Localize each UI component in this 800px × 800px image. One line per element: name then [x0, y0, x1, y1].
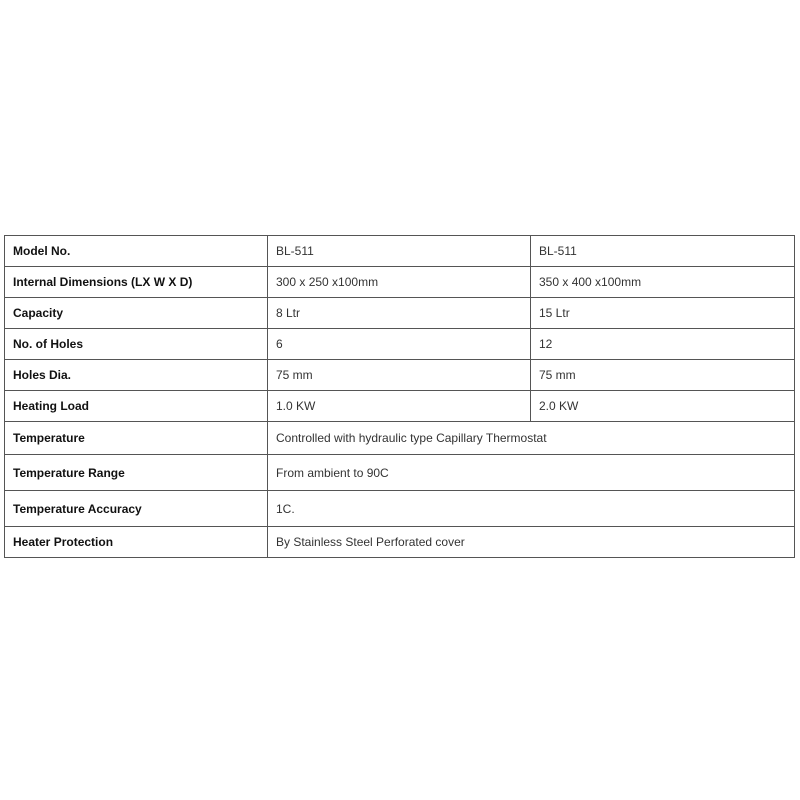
cell-value: 300 x 250 x100mm	[267, 266, 531, 298]
table-row: Capacity 8 Ltr 15 Ltr	[4, 297, 795, 329]
cell-value: 1C.	[267, 490, 795, 527]
row-label: Model No.	[4, 235, 268, 267]
row-label: Temperature	[4, 421, 268, 455]
table-row: Internal Dimensions (LX W X D) 300 x 250 …	[4, 266, 795, 298]
cell-value: 2.0 KW	[530, 390, 795, 422]
table-row: No. of Holes 6 12	[4, 328, 795, 360]
table-row: Temperature Range From ambient to 90C	[4, 454, 795, 491]
cell-value: BL-511	[530, 235, 795, 267]
cell-value: 15 Ltr	[530, 297, 795, 329]
cell-value: 350 x 400 x100mm	[530, 266, 795, 298]
cell-value: 1.0 KW	[267, 390, 531, 422]
cell-value: BL-511	[267, 235, 531, 267]
specifications-table: Model No. BL-511 BL-511 Internal Dimension…	[4, 235, 795, 558]
row-label: Heater Protection	[4, 526, 268, 558]
table-row: Model No. BL-511 BL-511	[4, 235, 795, 267]
row-label: Temperature Range	[4, 454, 268, 491]
cell-value: 12	[530, 328, 795, 360]
table-row: Temperature Accuracy 1C.	[4, 490, 795, 527]
row-label: No. of Holes	[4, 328, 268, 360]
table-row: Temperature Controlled with hydraulic typ…	[4, 421, 795, 455]
row-label: Temperature Accuracy	[4, 490, 268, 527]
cell-value: Controlled with hydraulic type Capillary…	[267, 421, 795, 455]
table-row: Holes Dia. 75 mm 75 mm	[4, 359, 795, 391]
row-label: Internal Dimensions (LX W X D)	[4, 266, 268, 298]
table-row: Heater Protection By Stainless Steel Perf…	[4, 526, 795, 558]
cell-value: 6	[267, 328, 531, 360]
cell-value: 75 mm	[267, 359, 531, 391]
row-label: Heating Load	[4, 390, 268, 422]
cell-value: From ambient to 90C	[267, 454, 795, 491]
row-label: Holes Dia.	[4, 359, 268, 391]
cell-value: By Stainless Steel Perforated cover	[267, 526, 795, 558]
cell-value: 75 mm	[530, 359, 795, 391]
row-label: Capacity	[4, 297, 268, 329]
cell-value: 8 Ltr	[267, 297, 531, 329]
table-row: Heating Load 1.0 KW 2.0 KW	[4, 390, 795, 422]
